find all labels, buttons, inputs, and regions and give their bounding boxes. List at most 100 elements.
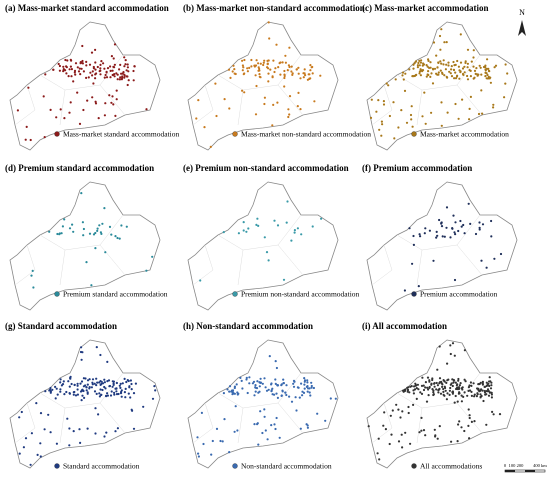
location-dot: [498, 413, 502, 416]
location-dot: [444, 389, 447, 392]
location-dot: [302, 76, 305, 79]
location-dot: [120, 389, 123, 392]
location-dot: [223, 418, 226, 421]
location-dot: [311, 225, 314, 228]
location-dot: [54, 397, 57, 400]
location-dot: [123, 73, 126, 76]
location-dot: [274, 378, 277, 381]
location-dot: [263, 408, 266, 411]
location-dot: [228, 451, 231, 454]
location-dot: [101, 388, 104, 392]
location-dot: [435, 381, 438, 385]
location-dot: [68, 427, 71, 430]
location-dot: [126, 66, 129, 69]
location-dot: [103, 114, 106, 117]
location-dot: [424, 227, 427, 230]
location-dot: [424, 434, 427, 437]
location-dot: [39, 442, 42, 445]
location-dot: [85, 76, 88, 79]
location-dot: [446, 76, 449, 79]
location-dot: [456, 59, 459, 63]
location-dot: [433, 428, 436, 431]
location-dot: [464, 380, 467, 383]
location-dot: [68, 385, 71, 388]
location-dot: [401, 71, 405, 74]
location-dot: [466, 62, 469, 65]
location-dot: [423, 91, 426, 94]
location-dot: [451, 384, 454, 388]
location-dot: [281, 61, 284, 64]
location-dot: [298, 396, 301, 399]
location-dot: [486, 383, 489, 387]
location-dot: [492, 413, 495, 416]
location-dot: [80, 67, 83, 70]
location-dot: [196, 436, 199, 439]
location-dot: [145, 108, 148, 111]
location-dot: [401, 446, 404, 449]
location-dot: [481, 112, 484, 115]
location-dot: [417, 285, 420, 288]
location-dot: [61, 225, 64, 228]
location-dot: [486, 58, 489, 61]
location-dot: [301, 390, 304, 393]
location-dot: [151, 397, 155, 400]
location-dot: [263, 59, 266, 62]
location-dot: [24, 437, 28, 440]
location-dot: [270, 382, 273, 385]
location-dot: [80, 346, 83, 349]
location-dot: [411, 125, 414, 128]
location-dot: [71, 223, 74, 226]
location-dot: [280, 384, 283, 387]
location-dot: [439, 392, 443, 395]
location-dot: [476, 393, 479, 396]
location-dot: [299, 427, 302, 430]
location-dot: [412, 67, 415, 70]
legend-marker: [54, 463, 60, 469]
location-dot: [276, 101, 279, 104]
location-dot: [304, 74, 307, 77]
location-dot: [88, 386, 91, 389]
location-dot: [132, 69, 135, 73]
location-dot: [459, 33, 462, 36]
location-dot: [72, 391, 75, 394]
location-dot: [422, 429, 426, 432]
location-dot: [296, 105, 299, 108]
internal-boundary: [371, 372, 483, 444]
location-dot: [273, 219, 276, 222]
location-dot: [431, 388, 434, 391]
location-dot: [436, 234, 439, 237]
location-dot: [290, 239, 293, 242]
location-dot: [472, 65, 475, 68]
location-dot: [267, 21, 270, 24]
location-dot: [267, 80, 270, 83]
north-label: N: [519, 8, 525, 17]
location-dot: [234, 405, 237, 408]
location-dot: [236, 429, 239, 432]
location-dot: [25, 125, 28, 128]
location-dot: [427, 394, 430, 397]
location-dot: [313, 100, 316, 103]
location-dot: [282, 382, 285, 385]
location-dot: [78, 428, 81, 431]
legend-marker: [411, 463, 417, 469]
location-dot: [24, 138, 27, 141]
location-dot: [103, 385, 106, 389]
location-dot: [267, 388, 270, 391]
location-dot: [31, 269, 34, 272]
location-dot: [98, 395, 101, 398]
location-dot: [459, 219, 462, 223]
location-dot: [274, 360, 277, 363]
location-dot: [54, 385, 57, 388]
location-dot: [219, 439, 222, 443]
location-dot: [69, 375, 72, 378]
location-dot: [65, 390, 68, 394]
legend-label: Standard accommodation: [63, 462, 140, 471]
location-dot: [468, 414, 471, 417]
location-dot: [409, 385, 412, 388]
location-dot: [423, 232, 426, 235]
location-dot: [440, 380, 443, 383]
location-dot: [254, 390, 257, 393]
location-dot: [443, 385, 446, 388]
location-dot: [250, 58, 253, 62]
internal-boundary: [192, 372, 304, 444]
